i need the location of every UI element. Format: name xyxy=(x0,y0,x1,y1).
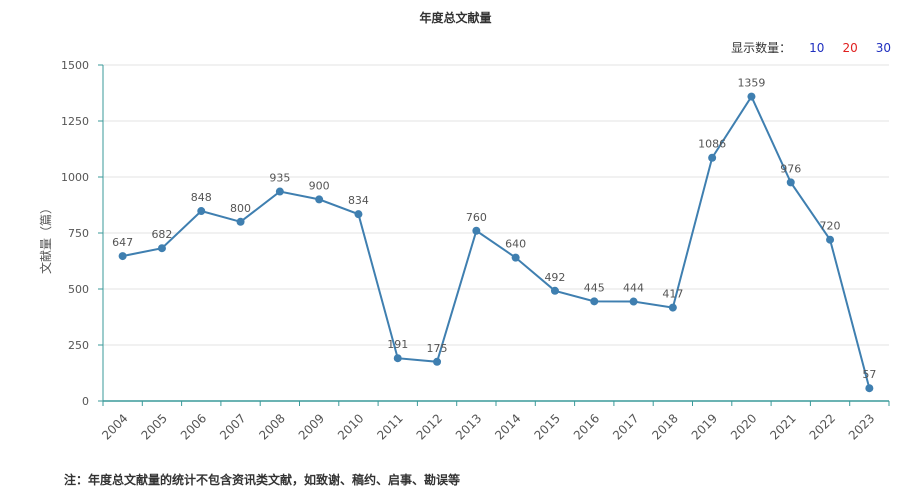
data-point xyxy=(472,226,481,235)
x-tick-label: 2009 xyxy=(296,411,327,442)
data-point xyxy=(629,297,638,306)
display-count-option-10[interactable]: 10 xyxy=(809,40,825,55)
data-point xyxy=(236,217,245,226)
data-label: 647 xyxy=(112,236,133,249)
data-label: 1359 xyxy=(737,77,765,90)
y-tick-label: 750 xyxy=(68,227,89,240)
y-axis-label: 文献量（篇） xyxy=(38,202,53,274)
display-count-control: 显示数量： 10 20 30 xyxy=(731,39,891,56)
x-tick-label: 2020 xyxy=(728,411,759,442)
x-tick-label: 2018 xyxy=(649,411,680,442)
y-tick-label: 500 xyxy=(68,283,89,296)
x-tick-label: 2022 xyxy=(807,411,838,442)
x-tick-label: 2016 xyxy=(571,411,602,442)
series-line xyxy=(122,94,871,389)
data-label: 492 xyxy=(544,271,565,284)
x-tick-label: 2015 xyxy=(532,411,563,442)
x-tick-label: 2013 xyxy=(453,411,484,442)
data-label: 935 xyxy=(269,172,290,185)
y-tick-label: 1250 xyxy=(61,115,89,128)
chart-title: 年度总文献量 xyxy=(419,11,492,25)
data-label: 417 xyxy=(662,288,683,301)
data-label: 834 xyxy=(348,194,369,207)
y-tick-labels: 0 250 500 750 1000 1250 1500 xyxy=(61,59,89,408)
x-tick-label: 2014 xyxy=(492,411,523,442)
data-label: 57 xyxy=(862,368,876,381)
x-tick-label: 2019 xyxy=(689,411,720,442)
x-tick-label: 2011 xyxy=(374,411,405,442)
data-label: 1086 xyxy=(698,138,726,151)
gridlines xyxy=(103,64,889,346)
data-point xyxy=(197,207,206,216)
data-point xyxy=(786,178,795,187)
data-label: 760 xyxy=(466,211,487,224)
data-label: 191 xyxy=(387,338,408,351)
x-tick-label: 2005 xyxy=(139,411,170,442)
data-point xyxy=(708,153,717,162)
data-label: 445 xyxy=(584,281,605,294)
x-tick-label: 2008 xyxy=(256,411,287,442)
x-tick-label: 2023 xyxy=(846,411,877,442)
data-point xyxy=(275,187,284,196)
data-label: 640 xyxy=(505,238,526,251)
data-point xyxy=(157,244,166,253)
axes xyxy=(98,64,890,406)
data-point xyxy=(865,384,874,393)
data-point xyxy=(315,195,324,204)
data-point xyxy=(826,235,835,244)
data-point xyxy=(668,303,677,312)
x-tick-label: 2017 xyxy=(610,411,641,442)
data-point xyxy=(747,92,756,101)
data-label: 720 xyxy=(820,220,841,233)
data-label: 900 xyxy=(309,179,330,192)
data-point xyxy=(511,253,520,262)
y-tick-label: 250 xyxy=(68,339,89,352)
data-point xyxy=(590,297,599,306)
x-tick-labels: 2004 2005 2006 2007 2008 2009 2010 2011 2012 2013… xyxy=(99,411,877,442)
data-label: 800 xyxy=(230,202,251,215)
data-label: 175 xyxy=(427,342,448,355)
data-point xyxy=(354,210,363,219)
x-tick-label: 2004 xyxy=(99,411,130,442)
y-tick-label: 1500 xyxy=(61,59,89,72)
x-tick-label: 2006 xyxy=(178,411,209,442)
data-label: 976 xyxy=(780,162,801,175)
x-tick-label: 2010 xyxy=(335,411,366,442)
x-tick-label: 2007 xyxy=(217,411,248,442)
data-point xyxy=(550,286,559,295)
display-count-label: 显示数量： xyxy=(731,41,792,55)
data-point xyxy=(393,354,402,363)
data-label: 444 xyxy=(623,282,644,295)
display-count-option-20[interactable]: 20 xyxy=(842,40,858,55)
data-points xyxy=(118,92,874,393)
data-label: 682 xyxy=(151,228,172,241)
data-label: 848 xyxy=(191,191,212,204)
x-tick-label: 2021 xyxy=(767,411,798,442)
data-labels: 647 682 848 800 935 900 834 191 175 760 640 492 445 4… xyxy=(112,77,876,382)
y-tick-label: 0 xyxy=(82,395,89,408)
data-point xyxy=(433,357,442,366)
footnote: 注：年度总文献量的统计不包含资讯类文献，如致谢、稿约、启事、勘误等 xyxy=(64,473,461,487)
x-tick-label: 2012 xyxy=(414,411,445,442)
data-point xyxy=(118,252,127,261)
y-tick-label: 1000 xyxy=(61,171,89,184)
display-count-option-30[interactable]: 30 xyxy=(875,40,891,55)
